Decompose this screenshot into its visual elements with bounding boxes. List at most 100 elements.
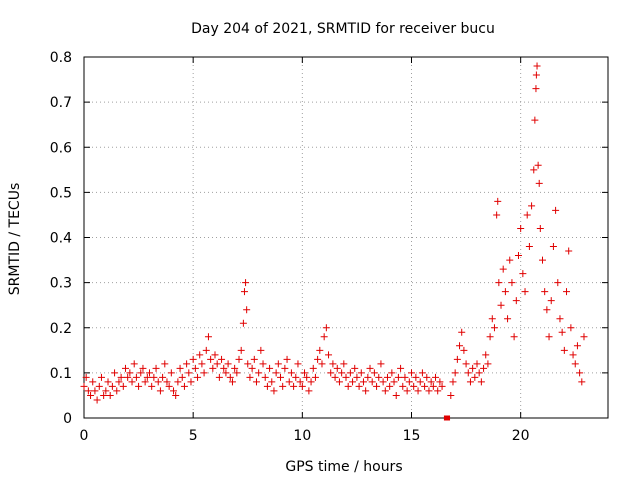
data-point	[556, 315, 564, 323]
data-point	[484, 360, 492, 368]
data-point	[488, 315, 496, 323]
data-point	[220, 364, 228, 372]
data-point	[510, 333, 518, 341]
data-point	[473, 360, 481, 368]
data-point	[460, 346, 468, 354]
data-point	[243, 306, 251, 314]
data-point	[552, 206, 560, 214]
data-point	[405, 378, 413, 386]
data-point	[469, 364, 477, 372]
data-point	[370, 369, 378, 377]
data-point	[259, 360, 267, 368]
grid	[84, 57, 608, 418]
data-point	[165, 382, 173, 390]
data-point	[128, 378, 136, 386]
data-point	[403, 387, 411, 395]
data-point	[580, 333, 588, 341]
data-point	[239, 319, 247, 327]
data-point	[266, 364, 274, 372]
y-tick-label: 0.5	[50, 185, 72, 201]
data-point	[298, 382, 306, 390]
data-point	[257, 346, 265, 354]
data-point	[163, 378, 171, 386]
data-point	[272, 369, 280, 377]
data-point	[576, 369, 584, 377]
data-point	[379, 378, 387, 386]
data-point	[429, 382, 437, 390]
data-point	[445, 415, 451, 421]
data-point	[244, 360, 252, 368]
data-point	[200, 369, 208, 377]
data-point	[250, 355, 258, 363]
chart-title: Day 204 of 2021, SRMTID for receiver buc…	[191, 21, 495, 37]
data-point	[506, 256, 514, 264]
data-point	[517, 224, 525, 232]
data-point	[390, 378, 398, 386]
data-point	[494, 197, 502, 205]
data-point	[320, 333, 328, 341]
data-point	[549, 243, 557, 251]
data-point	[423, 373, 431, 381]
data-point	[209, 364, 217, 372]
data-point	[353, 373, 361, 381]
data-point	[290, 382, 298, 390]
data-point	[207, 355, 215, 363]
data-point	[235, 355, 243, 363]
data-point	[342, 373, 350, 381]
data-point	[104, 378, 112, 386]
data-point	[410, 382, 418, 390]
data-point	[274, 360, 282, 368]
data-point	[240, 288, 248, 296]
data-point	[161, 360, 169, 368]
data-point	[368, 378, 376, 386]
data-point	[567, 324, 575, 332]
y-tick-label: 0.3	[50, 276, 72, 292]
data-point	[189, 355, 197, 363]
data-point	[364, 373, 372, 381]
data-point	[237, 346, 245, 354]
data-point	[93, 396, 101, 404]
data-point	[401, 373, 409, 381]
data-point	[458, 328, 466, 336]
data-point	[512, 297, 520, 305]
data-point	[270, 387, 278, 395]
data-point	[294, 360, 302, 368]
data-point	[143, 373, 151, 381]
data-point	[521, 288, 529, 296]
data-point	[316, 346, 324, 354]
data-point	[246, 373, 254, 381]
data-point	[292, 373, 300, 381]
data-point	[362, 387, 370, 395]
data-point	[421, 382, 429, 390]
data-point	[539, 256, 546, 264]
data-point	[344, 382, 352, 390]
data-point	[418, 369, 426, 377]
data-point	[97, 373, 105, 381]
data-point	[475, 369, 483, 377]
data-point	[340, 360, 348, 368]
data-point	[231, 364, 239, 372]
data-point	[486, 333, 494, 341]
data-point	[530, 166, 538, 174]
data-point	[563, 288, 571, 296]
data-point	[80, 382, 88, 390]
data-point	[554, 279, 562, 287]
data-point	[228, 378, 236, 386]
data-point	[373, 382, 381, 390]
data-point	[349, 378, 357, 386]
data-point	[375, 373, 383, 381]
data-point	[438, 382, 446, 390]
data-point	[87, 391, 95, 399]
data-point	[141, 378, 149, 386]
data-point	[180, 382, 188, 390]
data-point	[309, 364, 317, 372]
data-point	[508, 279, 516, 287]
data-point	[493, 211, 501, 219]
data-point	[226, 373, 234, 381]
data-point	[102, 387, 110, 395]
data-point	[233, 369, 241, 377]
data-point	[571, 360, 579, 368]
data-point	[412, 373, 420, 381]
data-point	[462, 360, 470, 368]
x-tick-label: 0	[80, 428, 89, 444]
